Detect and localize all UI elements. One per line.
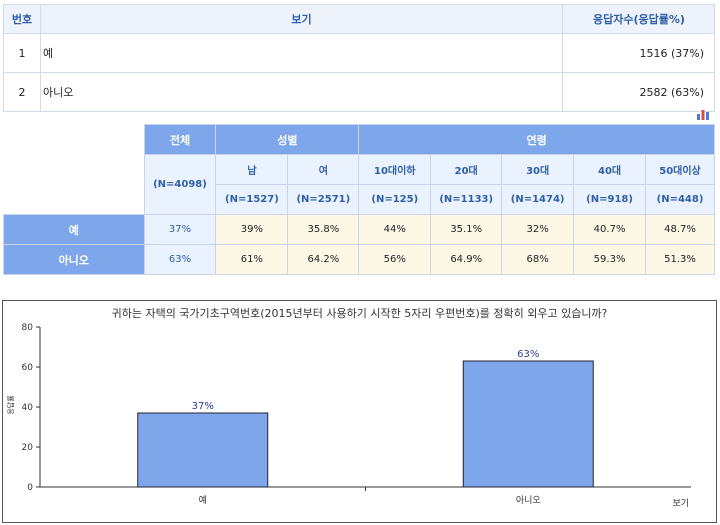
- row-option: 아니오: [40, 72, 563, 112]
- y-axis-label: 응답률: [6, 395, 15, 415]
- crosstab-col-n: (N=448): [645, 184, 715, 215]
- crosstab-col-header: 여: [287, 154, 360, 185]
- crosstab-col-n: (N=2571): [287, 184, 360, 215]
- row-responses: 1516 (37%): [562, 33, 715, 73]
- crosstab-total-cell: 63%: [143, 244, 217, 275]
- crosstab-total-cell: 37%: [143, 214, 217, 245]
- crosstab-col-n: (N=918): [573, 184, 647, 215]
- chart-plot: 0 20 40 60 80 응답률 37% 예 63% 아니오 보기: [6, 323, 691, 509]
- table-row: 2 아니오 2582 (63%): [3, 72, 715, 112]
- table-row: 아니오 63% 61% 64.2% 56% 64.9% 68% 59.3% 51…: [3, 244, 715, 275]
- crosstab-total-n: (N=4098): [143, 154, 217, 215]
- table-row: 1 예 1516 (37%): [3, 33, 715, 73]
- crosstab-col-header: 남: [215, 154, 289, 185]
- table-row: 예 37% 39% 35.8% 44% 35.1% 32% 40.7% 48.7…: [3, 214, 715, 245]
- crosstab-cell: 64.2%: [287, 244, 360, 275]
- header-no: 번호: [3, 4, 41, 34]
- crosstab-col-header: 40대: [573, 154, 647, 185]
- crosstab-group-gender: 성별: [215, 124, 360, 155]
- header-option: 보기: [40, 4, 563, 34]
- crosstab-cell: 64.9%: [430, 244, 503, 275]
- row-no: 1: [3, 33, 41, 73]
- crosstab-cell: 44%: [358, 214, 432, 245]
- y-tick-label: 40: [22, 403, 34, 413]
- crosstab-cell: 68%: [501, 244, 575, 275]
- crosstab-corner: [3, 124, 145, 215]
- bar-value-label: 63%: [517, 349, 539, 360]
- bar: [462, 360, 594, 488]
- x-tick-label: 예: [199, 495, 207, 506]
- crosstab-col-n: (N=1474): [501, 184, 575, 215]
- crosstab-col-header: 30대: [501, 154, 575, 185]
- crosstab-cell: 35.1%: [430, 214, 503, 245]
- crosstab-cell: 59.3%: [573, 244, 647, 275]
- y-tick-label: 80: [22, 323, 34, 333]
- row-option: 예: [40, 33, 563, 73]
- crosstab-col-header: 50대이상: [645, 154, 715, 185]
- crosstab-cell: 61%: [215, 244, 289, 275]
- crosstab-group-age: 연령: [358, 124, 715, 155]
- crosstab-col-n: (N=1133): [430, 184, 503, 215]
- crosstab-col-n: (N=1527): [215, 184, 289, 215]
- x-tick-label: 아니오: [516, 495, 541, 506]
- crosstab-cell: 32%: [501, 214, 575, 245]
- crosstab-col-header: 20대: [430, 154, 503, 185]
- crosstab-cell: 56%: [358, 244, 432, 275]
- y-tick-label: 20: [22, 443, 34, 453]
- crosstab-cell: 51.3%: [645, 244, 715, 275]
- row-responses: 2582 (63%): [562, 72, 715, 112]
- bar-chart: 귀하는 자택의 국가기초구역번호(2015년부터 사용하기 시작한 5자리 우편…: [2, 300, 717, 523]
- row-no: 2: [3, 72, 41, 112]
- bar: [137, 412, 269, 488]
- crosstab-cell: 35.8%: [287, 214, 360, 245]
- y-tick-label: 0: [27, 483, 33, 493]
- bar-chart-icon[interactable]: [696, 108, 710, 120]
- chart-title: 귀하는 자택의 국가기초구역번호(2015년부터 사용하기 시작한 5자리 우편…: [111, 307, 608, 320]
- crosstab-col-n: (N=125): [358, 184, 432, 215]
- crosstab-row-label: 예: [3, 214, 145, 245]
- crosstab-cell: 40.7%: [573, 214, 647, 245]
- crosstab-row-label: 아니오: [3, 244, 145, 275]
- crosstab-cell: 48.7%: [645, 214, 715, 245]
- crosstab-col-header: 10대이하: [358, 154, 432, 185]
- y-tick-label: 60: [22, 363, 34, 373]
- answers-header-row: 번호 보기 응답자수(응답률%): [3, 4, 715, 34]
- crosstab-group-total: 전체: [143, 124, 217, 155]
- crosstab-table: 전체 성별 연령 (N=4098) 남 여 10대이하 20대 30대 40대 …: [3, 124, 715, 275]
- answers-table: 번호 보기 응답자수(응답률%) 1 예 1516 (37%) 2 아니오 25…: [3, 4, 715, 112]
- header-responses: 응답자수(응답률%): [562, 4, 715, 34]
- crosstab-cell: 39%: [215, 214, 289, 245]
- bar-value-label: 37%: [192, 401, 214, 412]
- x-axis-label: 보기: [672, 498, 689, 509]
